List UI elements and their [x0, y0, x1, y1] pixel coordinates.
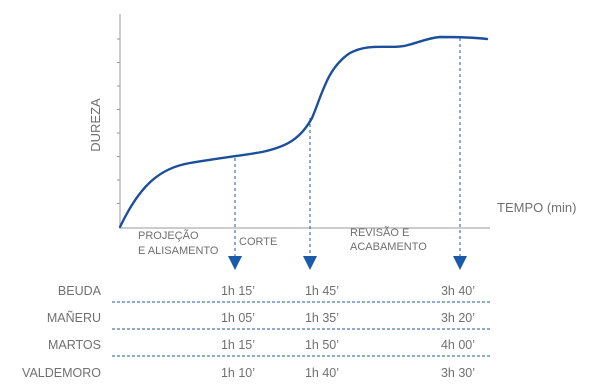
time-value: 3h 30’	[441, 366, 475, 380]
x-axis-title: TEMPO (min)	[497, 200, 576, 215]
phase-1-arrow	[228, 256, 242, 270]
time-value: 1h 35’	[305, 311, 339, 325]
y-axis-title: DUREZA	[88, 98, 103, 152]
phase-1-label-line2: E ALISAMENTO	[138, 245, 219, 257]
time-value: 4h 00’	[441, 338, 475, 352]
phase-2-arrow	[303, 256, 317, 270]
hardness-curve	[118, 35, 489, 229]
time-value: 1h 45’	[305, 284, 339, 298]
phase-2-label: CORTE	[239, 236, 277, 248]
time-value: 1h 05’	[221, 311, 255, 325]
time-value: 1h 40’	[305, 366, 339, 380]
phase-3-label-line2: ACABAMENTO	[350, 241, 427, 253]
row-name-valdemoro: VALDEMORO	[22, 366, 101, 380]
time-value: 1h 50’	[305, 338, 339, 352]
phase-3-arrow	[453, 256, 467, 270]
phase-1-label-line1: PROJEÇÃO	[138, 229, 199, 242]
time-value: 1h 15’	[221, 338, 255, 352]
time-value: 3h 40’	[441, 284, 475, 298]
phase-3-label-line1: REVISÃO E	[350, 226, 409, 239]
row-name-martos: MARTOS	[48, 338, 101, 352]
time-value: 3h 20’	[441, 311, 475, 325]
time-value: 1h 15’	[221, 284, 255, 298]
time-table: BEUDA 1h 15’ 1h 45’ 3h 40’ MAÑERU 1h 05’ 1h 35…	[22, 284, 490, 380]
y-axis-ticks	[117, 38, 120, 204]
time-value: 1h 10’	[221, 366, 255, 380]
row-name-beuda: BEUDA	[58, 284, 102, 298]
row-name-mañeru: MAÑERU	[47, 311, 101, 325]
